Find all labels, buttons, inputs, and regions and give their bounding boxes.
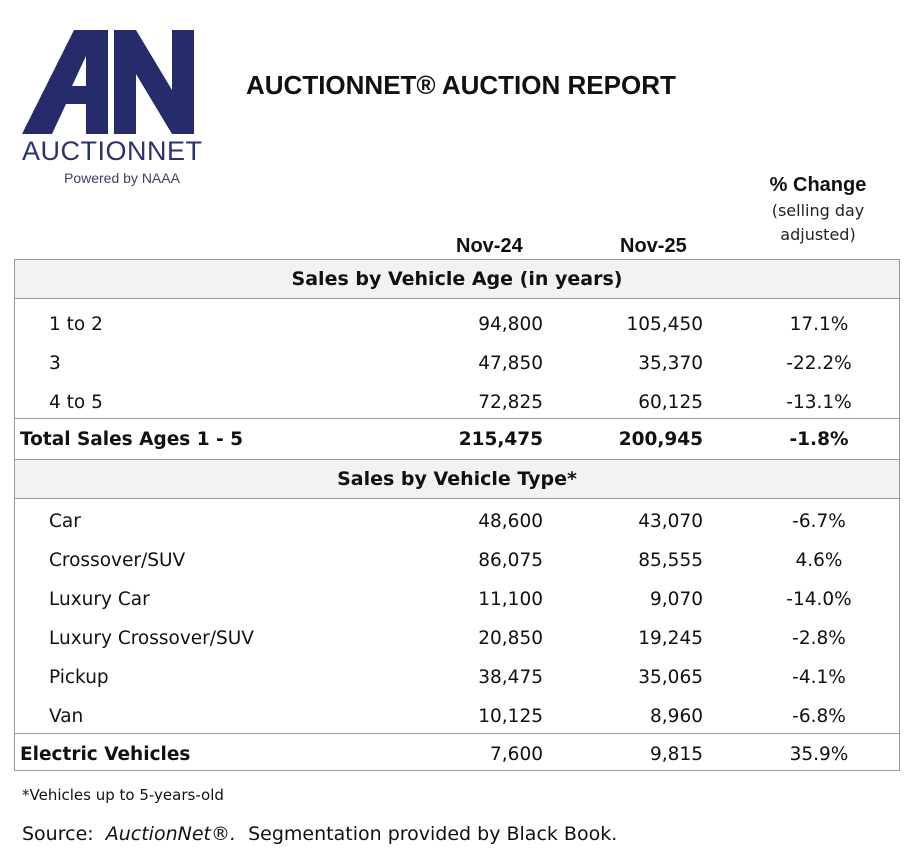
column-header-pct-change: % Change (selling day adjusted): [738, 174, 898, 247]
value-nov25: 60,125: [638, 392, 703, 413]
footnote: *Vehicles up to 5-years-old: [22, 786, 224, 804]
section-header-vehicle-type: Sales by Vehicle Type*: [15, 460, 899, 498]
value-pct-change: -6.7%: [792, 511, 846, 532]
logo-tagline: Powered by NAAA: [64, 170, 180, 186]
pct-change-note-line2: adjusted): [780, 225, 856, 244]
value-nov25: 85,555: [638, 550, 703, 571]
value-nov25: 43,070: [638, 511, 703, 532]
pct-change-note-line1: (selling day: [771, 201, 865, 220]
row-label: 4 to 5: [49, 392, 103, 413]
table-row: Luxury Car 11,100 9,070 -14.0%: [15, 580, 899, 619]
row-label: Luxury Car: [49, 589, 150, 610]
row-label: Luxury Crossover/SUV: [49, 628, 254, 649]
value-nov24: 72,825: [478, 392, 543, 413]
row-label: Car: [49, 511, 81, 532]
divider: [15, 733, 899, 734]
value-nov25: 19,245: [638, 628, 703, 649]
column-header-nov24: Nov-24: [456, 235, 523, 257]
row-label: Crossover/SUV: [49, 550, 186, 571]
value-nov25: 9,070: [650, 589, 703, 610]
value-pct-change: -6.8%: [792, 706, 846, 727]
row-label: 1 to 2: [49, 314, 103, 335]
total-label: Total Sales Ages 1 - 5: [20, 429, 243, 450]
ev-nov24: 7,600: [490, 744, 543, 765]
value-pct-change: -22.2%: [786, 353, 852, 374]
value-pct-change: 17.1%: [789, 314, 849, 335]
auction-report-table: Sales by Vehicle Age (in years) 1 to 2 9…: [14, 259, 900, 771]
value-nov24: 11,100: [478, 589, 543, 610]
table-row: 4 to 5 72,825 60,125 -13.1%: [15, 383, 899, 422]
total-nov25: 200,945: [618, 429, 703, 450]
ev-row: Electric Vehicles 7,600 9,815 35.9%: [15, 735, 899, 774]
value-pct-change: -2.8%: [792, 628, 846, 649]
value-pct-change: 4.6%: [795, 550, 843, 571]
value-pct-change: -14.0%: [786, 589, 852, 610]
divider: [15, 459, 899, 460]
report-title: AUCTIONNET® AUCTION REPORT: [246, 70, 676, 100]
table-row: Pickup 38,475 35,065 -4.1%: [15, 658, 899, 697]
value-nov25: 105,450: [626, 314, 703, 335]
pct-change-note: (selling day adjusted): [738, 199, 898, 247]
table-row: 1 to 2 94,800 105,450 17.1%: [15, 305, 899, 344]
row-label: Pickup: [49, 667, 109, 688]
table-row: Van 10,125 8,960 -6.8%: [15, 697, 899, 736]
value-pct-change: -13.1%: [786, 392, 852, 413]
value-nov24: 86,075: [478, 550, 543, 571]
value-nov25: 8,960: [650, 706, 703, 727]
table-row: 3 47,850 35,370 -22.2%: [15, 344, 899, 383]
section-header-vehicle-age: Sales by Vehicle Age (in years): [15, 260, 899, 298]
table-row: Luxury Crossover/SUV 20,850 19,245 -2.8%: [15, 619, 899, 658]
value-nov25: 35,065: [638, 667, 703, 688]
ev-nov25: 9,815: [650, 744, 703, 765]
column-header-nov25: Nov-25: [620, 235, 687, 257]
row-label: 3: [49, 353, 61, 374]
total-nov24: 215,475: [458, 429, 543, 450]
value-nov24: 20,850: [478, 628, 543, 649]
auctionnet-logo: AUCTIONNET Powered by NAAA: [22, 26, 202, 191]
ev-label: Electric Vehicles: [20, 744, 191, 765]
value-nov24: 48,600: [478, 511, 543, 532]
source-line: Source: AuctionNet®. Segmentation provid…: [22, 823, 617, 845]
value-nov24: 47,850: [478, 353, 543, 374]
source-prefix: Source:: [22, 823, 106, 845]
value-nov24: 94,800: [478, 314, 543, 335]
table-row: Crossover/SUV 86,075 85,555 4.6%: [15, 541, 899, 580]
an-logo-mark: [22, 30, 194, 134]
source-name: AuctionNet®.: [105, 823, 237, 845]
divider: [15, 418, 899, 419]
total-row: Total Sales Ages 1 - 5 215,475 200,945 -…: [15, 420, 899, 459]
value-nov25: 35,370: [638, 353, 703, 374]
logo-wordmark: AUCTIONNET: [22, 136, 203, 166]
value-pct-change: -4.1%: [792, 667, 846, 688]
value-nov24: 38,475: [478, 667, 543, 688]
table-row: Car 48,600 43,070 -6.7%: [15, 502, 899, 541]
divider: [15, 498, 899, 499]
ev-pct-change: 35.9%: [789, 744, 849, 765]
source-suffix: Segmentation provided by Black Book.: [236, 823, 618, 845]
row-label: Van: [49, 706, 84, 727]
pct-change-title: % Change: [769, 174, 867, 196]
total-pct-change: -1.8%: [789, 429, 849, 450]
value-nov24: 10,125: [478, 706, 543, 727]
divider: [15, 298, 899, 299]
